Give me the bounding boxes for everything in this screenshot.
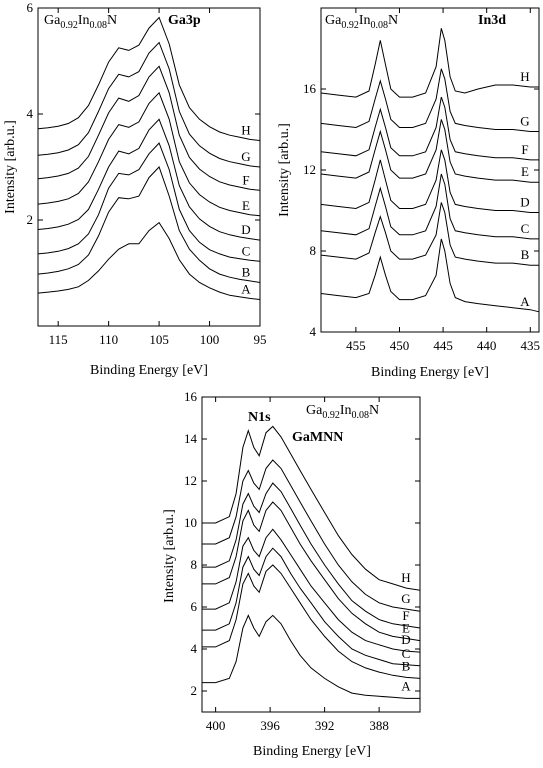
- compound-label: Ga0.92In0.08N: [44, 13, 117, 31]
- series-label-e: E: [242, 198, 250, 213]
- series-label-e: E: [521, 164, 529, 179]
- x-tick-label: 450: [390, 338, 410, 353]
- secondary-label: GaMNN: [292, 430, 343, 445]
- spectrum-line-e: [202, 501, 421, 642]
- y-axis-title: Intensity [arb.u.]: [162, 509, 177, 603]
- spectrum-line-d: [202, 528, 421, 653]
- series-label-b: B: [402, 658, 411, 673]
- y-tick-label: 2: [27, 212, 34, 227]
- x-tick-label: 105: [149, 332, 169, 347]
- series-label-a: A: [520, 294, 530, 309]
- x-tick-label: 388: [369, 718, 389, 733]
- series-label-d: D: [241, 222, 250, 237]
- y-tick-label: 10: [184, 515, 197, 530]
- series-label-h: H: [520, 69, 529, 84]
- spectrum-line-d: [320, 149, 539, 213]
- panel-ga3p: Intensity [arb.u.] Binding Energy [eV] G…: [3, 0, 267, 378]
- y-tick-label: 4: [310, 324, 317, 339]
- core-level-label: N1s: [248, 410, 271, 425]
- y-tick-label: 16: [184, 389, 198, 404]
- series-label-h: H: [401, 570, 410, 585]
- core-level-label: In3d: [478, 13, 506, 28]
- spectrum-line-f: [37, 65, 261, 191]
- x-tick-label: 95: [254, 332, 267, 347]
- spectrum-line-b: [320, 202, 539, 266]
- spectrum-line-a: [320, 238, 540, 313]
- core-level-label: Ga3p: [168, 13, 201, 28]
- x-tick-label: 440: [477, 338, 497, 353]
- spectrum-line-h: [320, 28, 539, 98]
- y-tick-label: 8: [310, 243, 317, 258]
- x-axis-title: Binding Energy [eV]: [253, 744, 371, 759]
- spectrum-line-g: [37, 41, 261, 168]
- spectrum-line-h: [202, 425, 421, 591]
- series-label-f: F: [242, 172, 249, 187]
- plot-frame: [201, 396, 421, 713]
- y-axis-title: Intensity [arb.u.]: [277, 123, 292, 217]
- x-tick-label: 110: [99, 332, 118, 347]
- series-label-a: A: [401, 678, 411, 693]
- plot-frame: [320, 7, 540, 333]
- spectrum-line-f: [202, 482, 421, 629]
- compound-label: Ga0.92In0.08N: [325, 13, 398, 31]
- series-label-d: D: [520, 195, 529, 210]
- series-label-h: H: [241, 123, 250, 138]
- spectrum-line-a: [37, 221, 261, 300]
- series-label-e: E: [402, 621, 410, 636]
- x-tick-label: 392: [315, 718, 335, 733]
- x-axis-title: Binding Energy [eV]: [90, 363, 208, 378]
- series-label-g: G: [520, 114, 529, 129]
- y-tick-label: 6: [27, 0, 34, 15]
- x-tick-label: 445: [433, 338, 453, 353]
- x-tick-label: 455: [346, 338, 366, 353]
- y-tick-label: 4: [191, 641, 198, 656]
- series-label-b: B: [242, 265, 251, 280]
- series-label-c: C: [521, 221, 530, 236]
- y-tick-label: 4: [27, 106, 34, 121]
- series-label-c: C: [402, 646, 411, 661]
- x-axis-title: Binding Energy [eV]: [371, 365, 489, 380]
- spectrum-line-b: [202, 564, 421, 679]
- spectrum-line-h: [37, 16, 261, 141]
- spectrum-line-c: [202, 547, 421, 667]
- series-label-f: F: [402, 608, 409, 623]
- series-label-g: G: [401, 591, 410, 606]
- y-tick-label: 12: [303, 162, 316, 177]
- spectrum-line-c: [37, 142, 261, 262]
- y-tick-label: 2: [191, 683, 198, 698]
- x-tick-label: 400: [206, 718, 226, 733]
- spectrum-line-g: [320, 68, 539, 132]
- y-tick-label: 8: [191, 557, 198, 572]
- x-tick-label: 396: [260, 718, 280, 733]
- x-tick-label: 100: [200, 332, 220, 347]
- spectrum-line-g: [202, 459, 421, 612]
- y-axis-title: Intensity [arb.u.]: [3, 120, 18, 214]
- spectrum-line-e: [320, 119, 539, 183]
- y-tick-label: 12: [184, 473, 197, 488]
- panel-in3d: Intensity [arb.u.] Binding Energy [eV] G…: [277, 7, 541, 380]
- plot-frame: [37, 7, 261, 327]
- spectrum-line-b: [37, 166, 261, 283]
- series-label-a: A: [241, 282, 251, 297]
- panel-n1s: Intensity [arb.u.] Binding Energy [eV] N…: [162, 389, 421, 759]
- x-tick-label: 115: [49, 332, 68, 347]
- spectrum-line-f: [320, 96, 539, 161]
- y-tick-label: 6: [191, 599, 198, 614]
- compound-label: Ga0.92In0.08N: [306, 403, 379, 421]
- x-tick-label: 435: [521, 338, 541, 353]
- series-label-g: G: [241, 149, 250, 164]
- y-tick-label: 16: [303, 81, 317, 96]
- spectrum-line-a: [202, 614, 420, 699]
- spectrum-line-c: [320, 173, 539, 240]
- series-label-c: C: [242, 243, 251, 258]
- series-label-b: B: [521, 247, 530, 262]
- series-label-d: D: [401, 632, 410, 647]
- series-label-f: F: [521, 142, 528, 157]
- spectrum-line-d: [37, 118, 261, 241]
- spectrum-line-e: [37, 91, 261, 217]
- y-tick-label: 14: [184, 431, 198, 446]
